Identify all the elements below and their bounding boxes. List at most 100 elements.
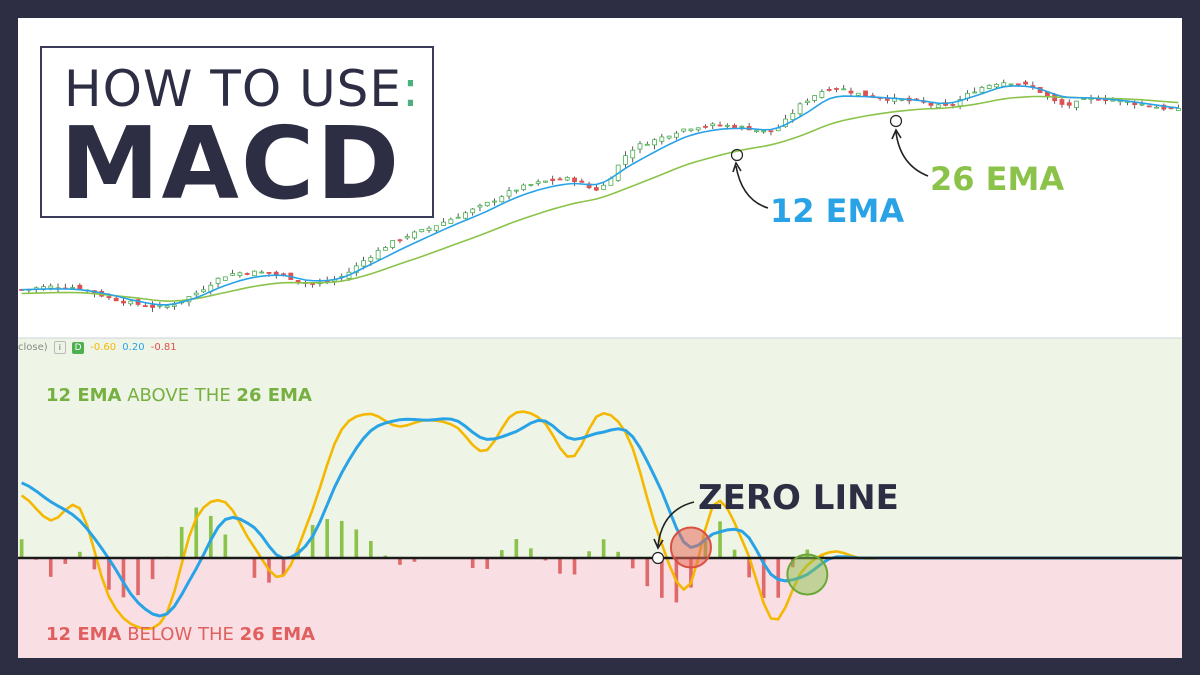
candle — [1023, 81, 1028, 85]
histogram-bar-negative — [121, 558, 126, 598]
candle — [623, 155, 628, 165]
title-text-line1: HOW TO USE — [64, 60, 403, 118]
candle — [710, 123, 716, 127]
candle — [819, 91, 825, 98]
candle — [499, 196, 505, 203]
candle — [652, 139, 657, 146]
candle — [361, 260, 366, 267]
histogram-bar-negative — [63, 558, 68, 564]
histogram-bar-negative — [48, 558, 53, 577]
candle — [928, 103, 934, 106]
data-window-badge[interactable]: D — [72, 342, 85, 354]
histogram-bar-positive — [514, 539, 519, 558]
histogram-bar-positive — [529, 548, 533, 558]
candle — [1066, 102, 1072, 106]
histogram-bar-positive — [587, 551, 591, 558]
histogram-bar-positive — [208, 515, 213, 558]
candle — [703, 125, 708, 128]
histogram-bar-negative — [136, 558, 140, 596]
candle — [1015, 83, 1021, 86]
candle — [455, 216, 461, 219]
candle — [390, 240, 396, 248]
crossover-markers — [669, 526, 829, 596]
candle — [513, 189, 519, 192]
info-icon[interactable]: i — [53, 341, 66, 354]
histogram-bar-positive — [369, 540, 373, 558]
histogram-bar-negative — [485, 558, 490, 569]
ema26-arrowhead — [891, 128, 902, 140]
candle — [484, 201, 490, 207]
histogram-bar-positive — [194, 507, 199, 558]
candle — [1081, 98, 1087, 101]
below-zero-zone — [18, 558, 1182, 658]
bearish-crossover-marker — [669, 526, 712, 569]
above-b: ABOVE THE — [121, 385, 237, 406]
histogram-bar-negative — [660, 558, 664, 598]
ema26-arrow — [895, 131, 929, 177]
candle — [564, 176, 570, 181]
candle — [128, 300, 134, 305]
candle — [732, 124, 737, 129]
ema26-marker — [889, 114, 903, 128]
title-line2: MACD — [60, 105, 402, 222]
legend-source: close) — [18, 342, 48, 353]
candle — [142, 305, 148, 308]
histogram-bar-negative — [92, 558, 97, 570]
candle — [812, 95, 818, 101]
candle — [761, 130, 767, 133]
candle — [375, 249, 381, 260]
histogram-bar-positive — [354, 529, 359, 558]
candle — [572, 177, 577, 183]
histogram-bar-positive — [499, 550, 504, 558]
candle — [579, 180, 585, 183]
histogram-bar-negative — [572, 558, 577, 575]
below-a: 12 EMA — [46, 624, 122, 645]
candle — [215, 277, 221, 284]
histogram-bar-negative — [252, 558, 257, 578]
below-c: 26 EMA — [239, 624, 316, 645]
title-colon: : — [402, 60, 420, 118]
indicator-legend: close) i D -0.60 0.20 -0.81 — [18, 341, 177, 354]
candle — [543, 180, 548, 183]
histogram-bar-positive — [732, 549, 737, 558]
candle — [659, 136, 665, 142]
histogram-bar-positive — [179, 526, 184, 558]
histogram-bar-negative — [558, 558, 562, 574]
candle — [295, 280, 301, 283]
candle — [935, 104, 941, 109]
ema26-label: 26 EMA — [930, 160, 1065, 198]
ema12-line — [21, 85, 1179, 306]
candle — [193, 292, 199, 296]
candle — [273, 271, 279, 275]
ema12-arrowhead — [732, 161, 742, 173]
candle — [848, 90, 854, 94]
candle — [237, 272, 243, 277]
candle — [419, 228, 425, 233]
candle — [172, 304, 177, 307]
candle — [1146, 105, 1152, 108]
histogram-bar-negative — [747, 558, 751, 578]
candle — [535, 181, 541, 184]
histogram-bar-negative — [398, 558, 402, 565]
above-a: 12 EMA — [46, 385, 122, 406]
zero-line-arrowhead — [653, 538, 664, 550]
candle — [826, 89, 832, 91]
candle — [1175, 107, 1181, 112]
candle — [1154, 106, 1159, 109]
candle — [164, 305, 170, 308]
candle — [404, 236, 410, 239]
candle — [834, 88, 839, 90]
candle — [768, 130, 774, 133]
candle — [106, 296, 112, 298]
histogram-bar-positive — [223, 534, 228, 558]
histogram-bar-negative — [412, 558, 417, 562]
candle — [601, 184, 607, 190]
histogram-bar-negative — [761, 558, 766, 598]
candle — [1139, 103, 1145, 106]
candle — [855, 92, 861, 96]
candle — [863, 90, 868, 97]
candle — [368, 256, 374, 262]
candle — [593, 187, 599, 191]
candle — [48, 285, 54, 289]
